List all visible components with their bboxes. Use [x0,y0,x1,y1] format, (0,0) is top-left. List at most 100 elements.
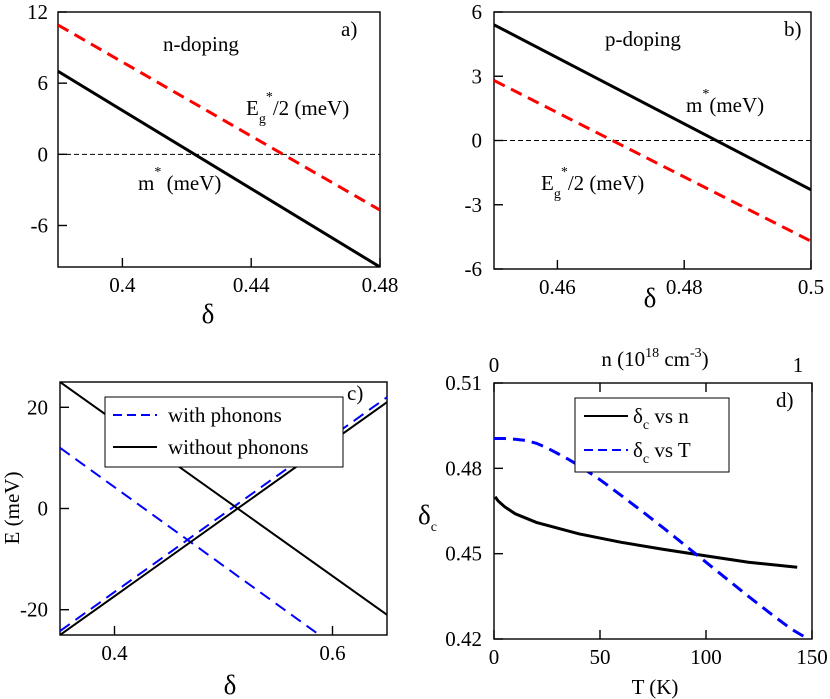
panel-d-legend-n: δc vs n [633,404,689,433]
panel-a-legend-eg-main: E [246,96,259,120]
panel-d-legend-n-main: δ [633,404,643,428]
panel-b-legend-eg: Eg*/2 (meV) [541,165,644,202]
panel-a-ytick-label: 6 [38,71,49,95]
panel-d-legend-box [574,397,730,473]
panel-d-ytick-label: 0.48 [445,456,482,480]
panel-d-ylabel: δc [418,500,437,535]
panel-c-legend: with phonons without phonons [104,396,344,468]
panel-c-series-0 [60,446,320,635]
panel-a-xtick-label: 0.44 [233,273,270,297]
panel-d-series [494,437,805,638]
panel-c-legend-box [104,396,344,468]
panel-c-legend-without-label: without phonons [168,435,309,459]
panel-b-legend-m: m*(meV) [686,87,764,117]
panel-c-xlabel: δ [224,670,237,699]
panel-b-ytick-label: -3 [465,193,483,217]
panel-a-ticks: 0.4 0.44 0.48 12 6 0 -6 [27,0,398,297]
panel-d-legend-t-sub: c [643,452,649,467]
panel-b-ytick-label: 6 [472,0,483,24]
panel-a-legend-eg-sup: * [266,90,273,105]
panel-b-xtick-label: 0.46 [539,275,576,299]
panel-d-xtick-label: 100 [690,645,722,669]
panel-d-ylabel-sub: c [431,520,437,535]
panel-b-legend-eg-main: E [541,171,554,195]
panel-d-xtick-label: 150 [796,645,828,669]
panel-d-frame [493,382,813,640]
panel-c-xtick-label: 0.4 [101,641,128,665]
panel-d-legend: δc vs n δc vs T [574,397,730,473]
panel-d-legend-t-tail: vs T [649,438,691,462]
panel-d-top-xlabel: n (1018 cm-3) [601,346,708,371]
panel-d-legend-n-sub: c [643,418,649,433]
panel-a-xtick-label: 0.4 [109,273,136,297]
panel-a-ytick-label: 12 [27,0,48,24]
panel-b-xtick-label: 0.5 [798,275,824,299]
panel-b-xtick-label: 0.48 [666,275,703,299]
panel-b-legend-m-sup: * [702,87,709,102]
panel-b-legend-eg-tail: /2 (meV) [568,171,644,195]
panel-b-legend-m-main: m [686,93,702,117]
panel-b-legend-eg-sup: * [561,165,568,180]
panel-d-legend-t-main: δ [633,438,643,462]
panel-b-ytick-label: -6 [465,257,483,281]
panel-a-legend-eg: Eg*/2 (meV) [246,90,349,127]
panel-a-xlabel: δ [202,299,215,329]
panel-a-series-1 [58,70,380,267]
panel-c-ytick-label: 0 [38,497,49,521]
panel-d-top-xtick-label: 0 [489,353,500,377]
panel-a-ytick-label: -6 [31,213,49,237]
panel-b-ytick-label: 3 [472,64,483,88]
panel-a-title: n-doping [163,32,239,56]
panel-d-label: d) [776,388,794,412]
panel-d-top-xlabel-tail: ) [702,347,709,371]
panel-a-series-0 [58,23,380,212]
panel-d-top-xlabel-sup2: -3 [690,346,702,361]
panel-d-series-0 [494,495,798,569]
panel-c-ytick-label: 20 [27,395,48,419]
panel-d-ylabel-main: δ [418,500,431,530]
panel-b-label: b) [784,17,802,41]
panel-b-title: p-doping [605,27,681,51]
panel-b-ticks: 0.46 0.48 0.5 6 3 0 -3 -6 [465,0,825,299]
panel-c-xtick-label: 0.6 [319,641,345,665]
panel-a-legend-m-sup: * [154,165,161,180]
panel-d-ytick-label: 0.51 [445,371,482,395]
panel-a-legend-eg-tail: /2 (meV) [273,96,349,120]
panel-a-xtick-label: 0.48 [362,273,399,297]
panel-a-legend-m-main: m [138,171,154,195]
panel-d: 0 50 100 150 0 1 0.51 0.48 0.45 0.42 d) n (1018 c… [418,346,828,699]
panel-d-top-xlabel-mid: cm [659,347,690,371]
panel-b-xlabel: δ [644,283,657,313]
panel-c: 0.4 0.6 20 0 -20 c) with phonons without pho… [0,381,388,699]
panel-b-series [494,23,811,243]
panel-c-ylabel: E (meV) [0,472,24,545]
panel-c-ticks: 0.4 0.6 20 0 -20 [20,395,346,665]
panel-a-frame [57,11,381,268]
panel-d-legend-t: δc vs T [633,438,691,467]
panel-c-label: c) [347,381,363,405]
panel-d-ytick-label: 0.42 [445,627,482,651]
panel-b-legend-m-tail: (meV) [709,93,764,117]
panel-a-ytick-label: 0 [38,142,49,166]
panel-d-legend-n-tail: vs n [649,404,689,428]
panel-a-label: a) [341,17,357,41]
panel-d-xlabel: T (K) [632,675,679,699]
panel-a-legend-m: m* (meV) [138,165,221,195]
panel-b-series-1 [494,79,811,243]
panel-d-xtick-label: 0 [489,645,500,669]
panel-a-legend-eg-sub: g [259,112,266,127]
panel-b-ytick-label: 0 [472,129,483,153]
panel-b-series-0 [494,23,811,192]
panel-d-top-xlabel-sup: 18 [645,346,659,361]
panel-d-top-xlabel-main: n (10 [601,347,645,371]
panel-a-series [58,23,380,267]
panel-b-legend-eg-sub: g [554,187,561,202]
panel-d-top-xtick-label: 1 [793,353,804,377]
panel-d-xtick-label: 50 [590,645,611,669]
panel-c-legend-with-label: with phonons [168,403,282,427]
panel-d-ytick-label: 0.45 [445,542,482,566]
panel-c-ytick-label: -20 [20,598,48,622]
panel-d-ticks: 0 50 100 150 0 1 0.51 0.48 0.45 0.42 [445,353,828,669]
